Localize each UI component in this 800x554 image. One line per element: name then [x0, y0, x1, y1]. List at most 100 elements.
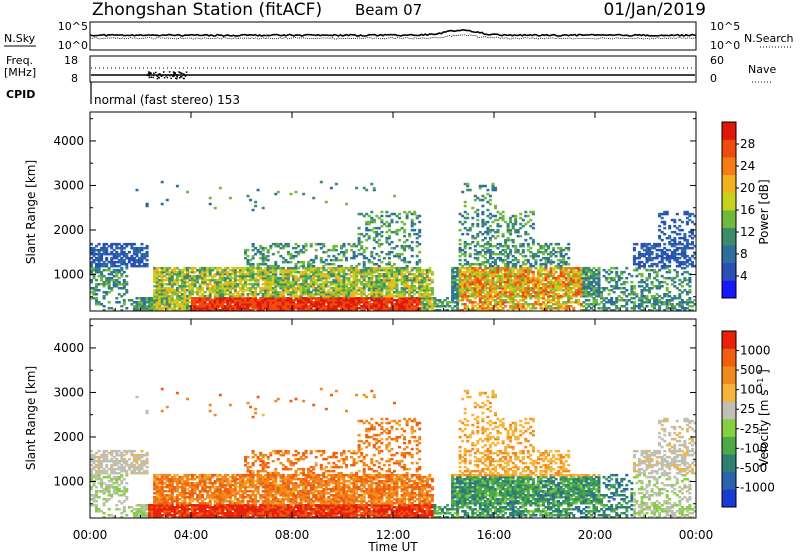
power-cell [403, 295, 407, 298]
power-cell [241, 303, 245, 306]
power-cell [302, 274, 306, 278]
power-cell [150, 297, 154, 300]
power-cell [266, 276, 270, 280]
power-cell [413, 307, 417, 310]
power-cell [473, 256, 477, 260]
power-cell [542, 297, 545, 300]
power-cell [658, 212, 662, 216]
power-cell [574, 289, 578, 292]
power-cell [536, 270, 540, 274]
power-cell [168, 299, 172, 302]
power-cell [458, 299, 462, 302]
power-cell [410, 220, 414, 224]
power-cell [557, 274, 561, 278]
power-cell [178, 268, 182, 272]
power-cell [428, 293, 432, 296]
power-cell [658, 268, 662, 272]
power-cell [370, 274, 374, 278]
power-cell [125, 244, 129, 248]
power-cell [337, 303, 341, 306]
power-cell [117, 280, 121, 284]
power-cell [365, 270, 369, 274]
power-cell [640, 278, 644, 282]
power-cell [375, 293, 379, 296]
power-cell [155, 305, 159, 308]
power-cell [511, 295, 515, 298]
power-cell [173, 291, 177, 294]
power-cell [132, 307, 136, 310]
power-cell [655, 287, 659, 290]
power-cell [504, 270, 508, 274]
power-cell [340, 309, 343, 312]
power-cell [519, 309, 523, 312]
power-cell [534, 278, 538, 282]
power-cell [403, 297, 407, 300]
power-cell [612, 303, 616, 306]
power-cell [324, 283, 328, 286]
power-cell [175, 266, 179, 270]
power-cell [673, 236, 677, 240]
power-cell [539, 289, 543, 292]
power-cell [115, 297, 119, 300]
power-cell [312, 283, 316, 286]
power-cell [350, 301, 354, 304]
power-cell [251, 283, 255, 286]
power-cell [536, 250, 540, 254]
power-cell [473, 194, 477, 198]
power-cell [244, 289, 247, 292]
power-cell [663, 276, 667, 280]
power-cell [165, 268, 169, 272]
power-cell [186, 190, 189, 194]
power-cell [186, 297, 189, 300]
power-cell [367, 305, 371, 308]
freq-point [182, 77, 185, 80]
power-cell [264, 305, 268, 308]
power-cell [380, 309, 384, 312]
power-cell [251, 274, 255, 278]
power-cell [155, 289, 159, 292]
power-cell [163, 299, 167, 302]
power-cell [660, 212, 664, 216]
power-cell [244, 305, 247, 308]
power-cell [536, 280, 540, 284]
power-cell [382, 295, 386, 298]
power-cell [314, 242, 318, 246]
power-cell [203, 268, 207, 272]
power-cell [302, 250, 306, 254]
power-cell [519, 244, 523, 248]
power-cell [564, 295, 568, 298]
power-cell [387, 224, 391, 228]
power-cell [587, 280, 591, 284]
power-cell [244, 266, 247, 270]
power-cell [201, 289, 205, 292]
power-cell [178, 305, 182, 308]
power-cell [259, 256, 263, 260]
power-cell [251, 266, 255, 270]
power-cell [488, 250, 492, 254]
power-cell [90, 280, 93, 284]
power-cell [362, 285, 366, 288]
power-cell [572, 270, 576, 274]
power-cell [292, 287, 295, 290]
power-cell [466, 291, 470, 294]
power-cell [377, 238, 381, 242]
power-cell [428, 299, 432, 302]
power-cell [365, 297, 369, 300]
power-cell [175, 299, 179, 302]
power-cell [322, 285, 326, 288]
power-cell [266, 289, 270, 292]
power-cell [605, 309, 609, 312]
power-cell [271, 309, 275, 312]
power-cell [266, 250, 270, 254]
power-cell [670, 309, 674, 312]
power-cell [211, 285, 215, 288]
power-cell [228, 301, 232, 304]
power-cell [549, 309, 553, 312]
power-cell [521, 283, 525, 286]
power-cell [236, 307, 240, 310]
power-cell [345, 289, 348, 292]
power-cell [269, 301, 273, 304]
power-cell [170, 270, 174, 274]
power-cell [390, 272, 394, 276]
power-cell [312, 287, 316, 290]
